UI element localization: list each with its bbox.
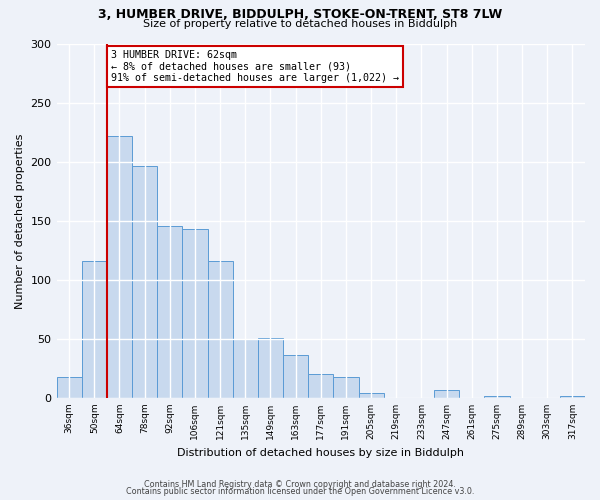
Bar [484, 396, 509, 398]
Bar [132, 166, 157, 398]
Bar [208, 261, 233, 398]
Bar [182, 229, 208, 398]
Bar [308, 374, 334, 398]
Bar [56, 376, 82, 398]
Bar [258, 338, 283, 398]
Bar [434, 390, 459, 398]
Bar [233, 339, 258, 398]
Text: Contains HM Land Registry data © Crown copyright and database right 2024.: Contains HM Land Registry data © Crown c… [144, 480, 456, 489]
Bar [82, 261, 107, 398]
Bar [560, 396, 585, 398]
Text: 3, HUMBER DRIVE, BIDDULPH, STOKE-ON-TRENT, ST8 7LW: 3, HUMBER DRIVE, BIDDULPH, STOKE-ON-TREN… [98, 8, 502, 20]
Bar [107, 136, 132, 398]
Bar [334, 376, 359, 398]
Bar [157, 226, 182, 398]
Bar [359, 393, 383, 398]
Bar [283, 356, 308, 398]
Text: Contains public sector information licensed under the Open Government Licence v3: Contains public sector information licen… [126, 487, 474, 496]
Text: 3 HUMBER DRIVE: 62sqm
← 8% of detached houses are smaller (93)
91% of semi-detac: 3 HUMBER DRIVE: 62sqm ← 8% of detached h… [110, 50, 398, 83]
X-axis label: Distribution of detached houses by size in Biddulph: Distribution of detached houses by size … [177, 448, 464, 458]
Y-axis label: Number of detached properties: Number of detached properties [15, 134, 25, 308]
Text: Size of property relative to detached houses in Biddulph: Size of property relative to detached ho… [143, 19, 457, 29]
